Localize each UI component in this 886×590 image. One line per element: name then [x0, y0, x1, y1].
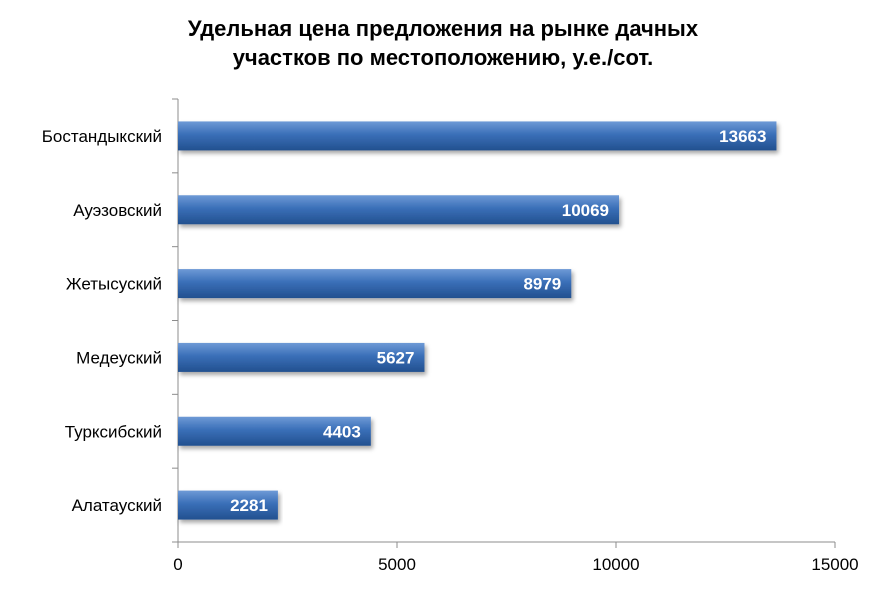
- value-label: 10069: [562, 201, 609, 220]
- value-label: 13663: [719, 127, 766, 146]
- category-label: Турксибский: [65, 422, 162, 441]
- chart-title-line-2: участков по местоположению, у.е./сот.: [232, 45, 654, 70]
- category-label: Медеуский: [76, 348, 162, 367]
- bar: [178, 121, 777, 151]
- x-tick-label: 15000: [811, 555, 858, 574]
- category-label: Алатауский: [72, 496, 162, 515]
- x-tick-label: 5000: [378, 555, 416, 574]
- value-label: 5627: [377, 348, 415, 367]
- bars: [178, 121, 777, 520]
- bar: [178, 490, 278, 520]
- value-label: 8979: [523, 275, 561, 294]
- bar: [178, 342, 425, 372]
- category-label: Жетысуский: [66, 275, 162, 294]
- category-label: Ауэзовский: [73, 201, 162, 220]
- axes: [172, 98, 836, 548]
- x-tick-label: 10000: [592, 555, 639, 574]
- value-label: 4403: [323, 422, 361, 441]
- x-tick-label: 0: [173, 555, 182, 574]
- category-label: Бостандыкский: [42, 127, 162, 146]
- bar: [178, 269, 572, 299]
- chart-title-line-1: Удельная цена предложения на рынке дачны…: [187, 16, 699, 41]
- value-label: 2281: [230, 496, 268, 515]
- bar: [178, 416, 371, 446]
- bar: [178, 195, 620, 225]
- labels: 0 5000 10000 15000 Бостандыкский 13663 Ауэзовс…: [42, 127, 859, 574]
- chart-title: Удельная цена предложения на рынке дачны…: [0, 14, 886, 72]
